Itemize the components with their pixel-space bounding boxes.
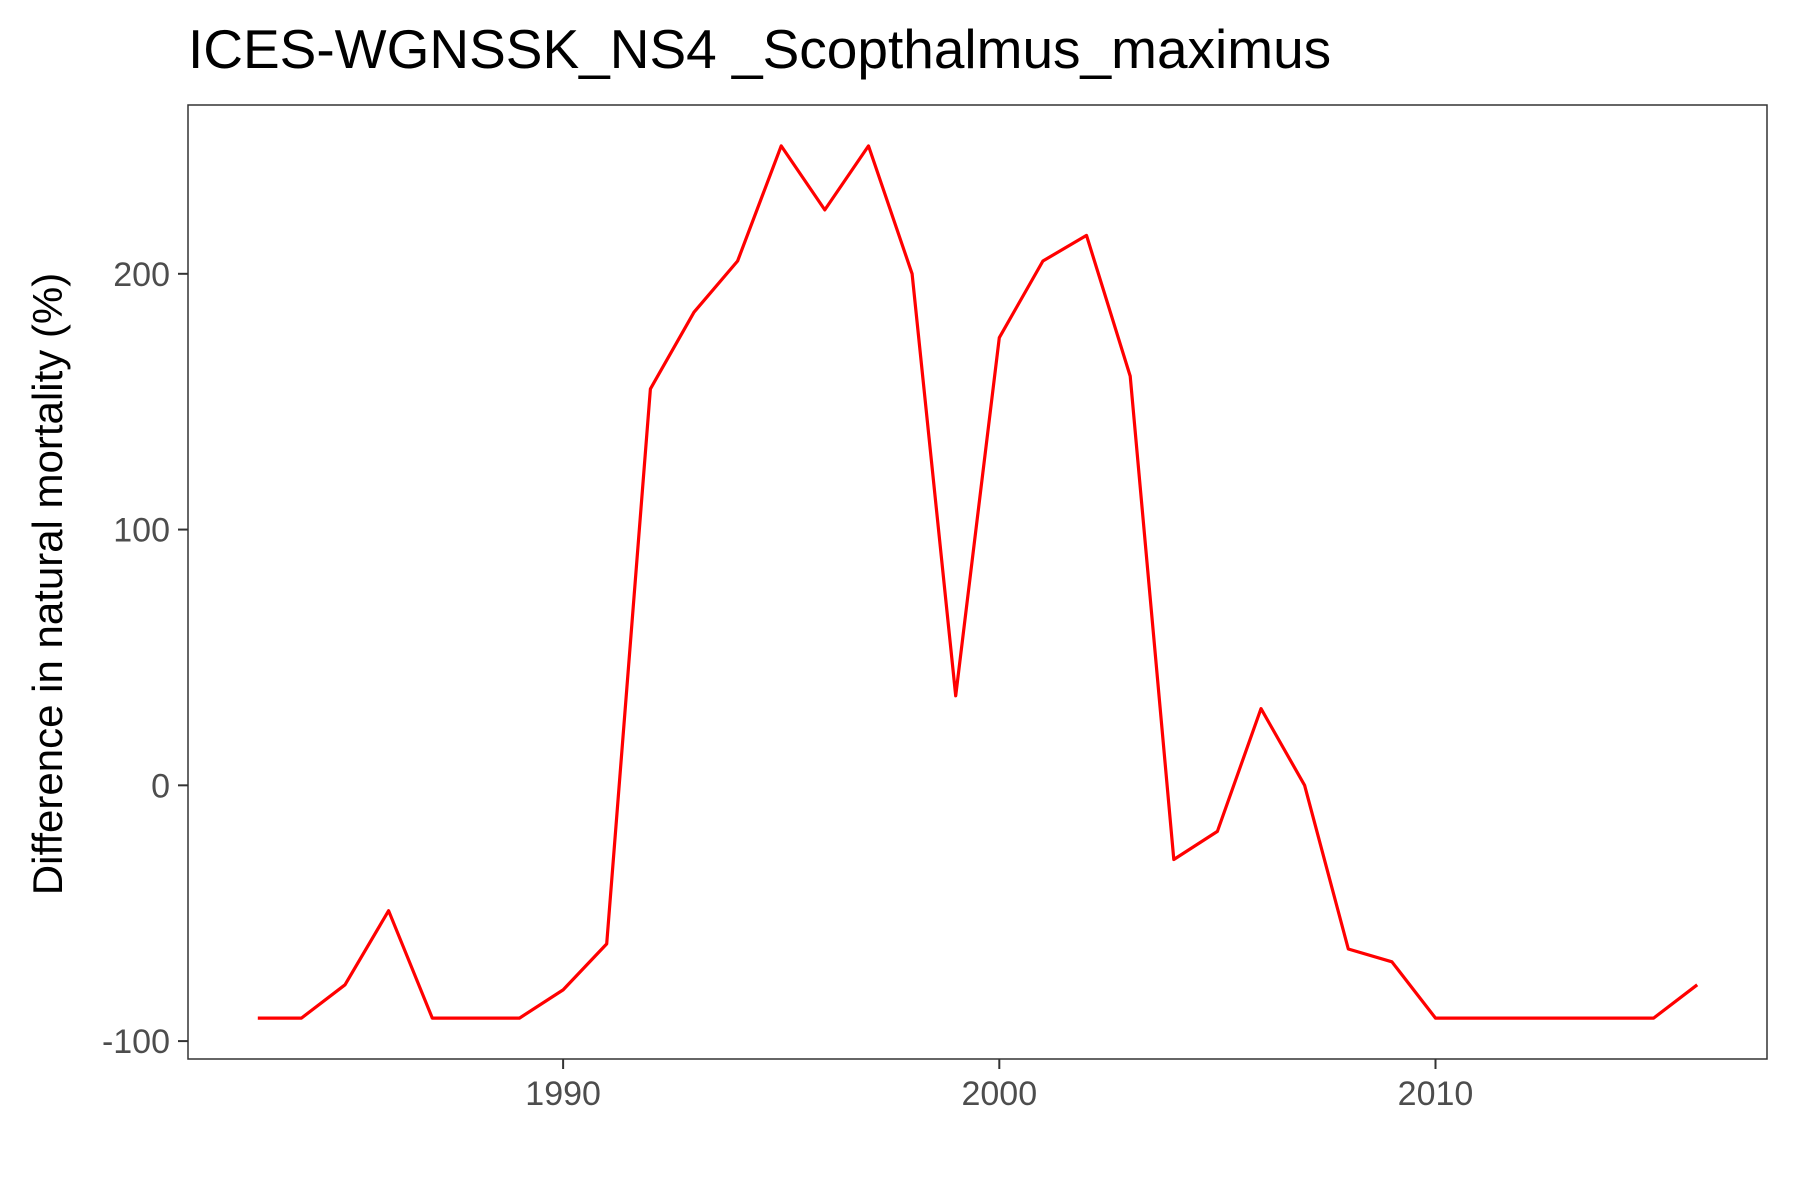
series-layer: [257, 144, 1699, 1020]
y-axis-title: Difference in natural mortality (%): [24, 273, 71, 895]
x-tick-label: 2010: [1398, 1075, 1474, 1113]
y-axis: -100 0 100 200: [102, 256, 188, 1061]
y-tick-label: 0: [151, 767, 170, 805]
y-tick-label: 100: [113, 512, 170, 550]
x-tick-label: 2000: [961, 1075, 1037, 1113]
chart-title: ICES-WGNSSK_NS4 _Scopthalmus_maximus: [188, 18, 1331, 80]
plot-panel-border: [187, 104, 1768, 1060]
y-tick-label: 200: [113, 256, 170, 294]
x-axis: 1990 2000 2010: [525, 1059, 1473, 1113]
series-line: [257, 144, 1699, 1020]
y-tick-label: -100: [102, 1023, 170, 1061]
x-tick-label: 1990: [525, 1075, 601, 1113]
